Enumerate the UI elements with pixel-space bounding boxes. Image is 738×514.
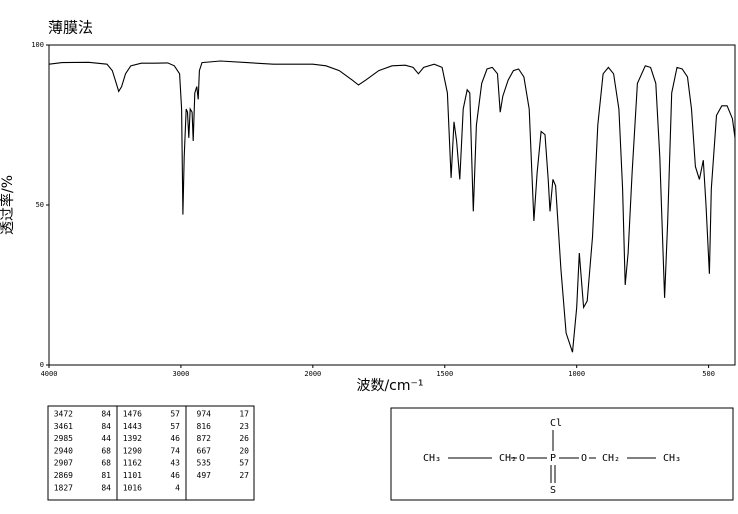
x-tick-label: 500 — [702, 370, 715, 378]
peak-transmittance: 81 — [101, 471, 111, 480]
peak-transmittance: 57 — [170, 410, 180, 419]
peak-wavenumber: 3461 — [54, 422, 73, 431]
atom-label: Cl — [550, 418, 562, 429]
peak-transmittance: 17 — [239, 410, 249, 419]
atom-label: CH₂ — [602, 453, 620, 464]
atom-label: CH₃ — [423, 453, 441, 464]
peak-wavenumber: 667 — [197, 446, 212, 455]
peak-wavenumber: 1101 — [123, 471, 142, 480]
peak-transmittance: 46 — [170, 471, 180, 480]
peak-transmittance: 57 — [239, 459, 249, 468]
peak-transmittance: 27 — [239, 471, 249, 480]
peak-transmittance: 57 — [170, 422, 180, 431]
x-tick-label: 4000 — [41, 370, 58, 378]
peak-wavenumber: 497 — [197, 471, 212, 480]
y-axis-label: 透过率/% — [0, 175, 16, 235]
peak-wavenumber: 2985 — [54, 434, 73, 443]
peak-transmittance: 68 — [101, 459, 111, 468]
atom-label: CH₂ — [499, 453, 517, 464]
peak-wavenumber: 3472 — [54, 410, 73, 419]
peak-wavenumber: 2940 — [54, 446, 73, 455]
peak-transmittance: 84 — [101, 483, 111, 492]
structure-frame — [390, 407, 734, 501]
peak-transmittance: 23 — [239, 422, 249, 431]
atom-label: O — [519, 453, 525, 464]
y-tick-label: 50 — [36, 201, 44, 209]
peak-wavenumber: 1476 — [123, 410, 142, 419]
atom-label: S — [550, 485, 556, 496]
spectrum-line — [48, 60, 736, 353]
plot-frame — [48, 44, 736, 366]
peak-transmittance: 84 — [101, 422, 111, 431]
peak-transmittance: 4 — [175, 483, 180, 492]
peak-wavenumber: 816 — [197, 422, 212, 431]
peak-wavenumber: 1392 — [123, 434, 142, 443]
peak-transmittance: 44 — [101, 434, 111, 443]
x-tick-label: 3000 — [172, 370, 189, 378]
peak-transmittance: 43 — [170, 459, 180, 468]
peak-transmittance: 68 — [101, 446, 111, 455]
peak-wavenumber: 872 — [197, 434, 212, 443]
peak-transmittance: 46 — [170, 434, 180, 443]
peak-transmittance: 84 — [101, 410, 111, 419]
atom-label: CH₃ — [663, 453, 681, 464]
peak-wavenumber: 1290 — [123, 446, 142, 455]
peak-wavenumber: 1162 — [123, 459, 142, 468]
x-tick-label: 1000 — [568, 370, 585, 378]
atom-label: P — [550, 453, 556, 464]
peak-wavenumber: 1443 — [123, 422, 142, 431]
y-tick-label: 0 — [40, 361, 44, 369]
x-tick-label: 2000 — [304, 370, 321, 378]
peak-wavenumber: 2907 — [54, 459, 73, 468]
peak-transmittance: 26 — [239, 434, 249, 443]
peak-wavenumber: 535 — [197, 459, 212, 468]
peak-wavenumber: 1827 — [54, 483, 73, 492]
peak-transmittance: 20 — [239, 446, 249, 455]
atom-label: O — [581, 453, 587, 464]
peak-wavenumber: 1016 — [123, 483, 142, 492]
peak-wavenumber: 974 — [197, 410, 212, 419]
x-tick-label: 1500 — [436, 370, 453, 378]
x-axis-label: 波数/cm⁻¹ — [356, 378, 423, 394]
peak-table-frame — [47, 405, 255, 501]
peak-wavenumber: 2869 — [54, 471, 73, 480]
peak-transmittance: 74 — [170, 446, 180, 455]
y-tick-label: 100 — [31, 41, 44, 49]
chart-title: 薄膜法 — [48, 19, 93, 37]
